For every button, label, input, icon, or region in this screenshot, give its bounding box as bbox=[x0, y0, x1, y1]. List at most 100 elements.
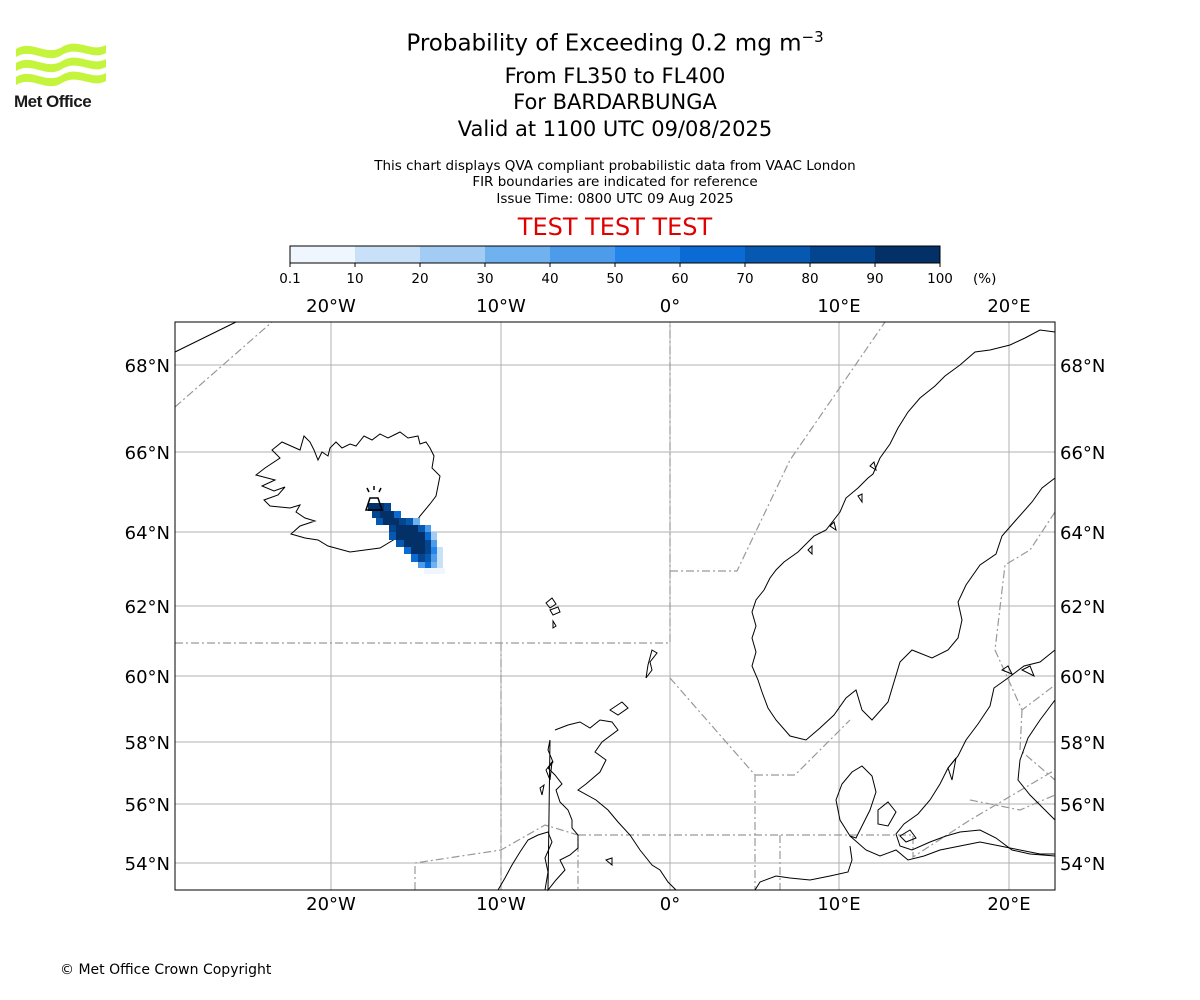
plume-cell bbox=[431, 540, 437, 547]
plume-cell bbox=[411, 532, 418, 540]
small-islands bbox=[807, 461, 1035, 781]
colorbar-segment bbox=[745, 246, 810, 263]
map-frame bbox=[174, 321, 1056, 891]
ireland-coastline bbox=[497, 831, 553, 891]
valid-time: Valid at 1100 UTC 09/08/2025 bbox=[457, 117, 773, 141]
plume-cell bbox=[376, 503, 384, 511]
lon-label-top: 20°E bbox=[987, 296, 1030, 317]
plume-cell bbox=[425, 525, 431, 532]
plume-cell bbox=[437, 547, 443, 554]
lon-label-top: 10°W bbox=[476, 296, 526, 317]
lat-label-right: 64°N bbox=[1060, 523, 1105, 544]
netherlands-coastline bbox=[754, 845, 853, 891]
lat-label-left: 54°N bbox=[125, 854, 170, 875]
germany-poland-coastline bbox=[849, 835, 1055, 861]
plume-cell bbox=[394, 511, 401, 518]
plume-cell bbox=[384, 503, 391, 511]
lon-label-bottom: 20°E bbox=[987, 894, 1030, 915]
plume-cell bbox=[418, 540, 425, 547]
plume-cell bbox=[425, 547, 431, 554]
colorbar-segment bbox=[615, 246, 680, 263]
colorbar-tick-label: 100 bbox=[927, 271, 953, 287]
title-text: Probability of Exceeding 0.2 mg m bbox=[406, 30, 802, 57]
gulf-of-bothnia bbox=[1017, 699, 1056, 821]
colorbar-tick-label: 40 bbox=[541, 271, 558, 287]
colorbar-segment bbox=[290, 246, 355, 263]
plume-cell bbox=[396, 525, 404, 532]
plume-cell bbox=[406, 518, 413, 525]
plume-cell bbox=[425, 540, 431, 547]
plume-cell bbox=[437, 554, 443, 562]
colorbar-segment bbox=[420, 246, 485, 263]
plume-cell bbox=[404, 525, 411, 532]
plume-cell bbox=[425, 532, 431, 540]
colorbar-tick-label: 10 bbox=[346, 271, 363, 287]
test-banner: TEST TEST TEST bbox=[517, 213, 713, 241]
colorbar-tick-label: 90 bbox=[866, 271, 883, 287]
plume-cell bbox=[396, 540, 404, 547]
plume-cell bbox=[425, 554, 431, 562]
plume-cell bbox=[404, 532, 411, 540]
plume-cell bbox=[389, 532, 396, 540]
plume-cell bbox=[380, 511, 387, 518]
colorbar-tick-label: 80 bbox=[801, 271, 818, 287]
colorbar-tick-label: 70 bbox=[736, 271, 753, 287]
lat-label-right: 62°N bbox=[1060, 597, 1105, 618]
colorbar-tick-label: 60 bbox=[671, 271, 688, 287]
plume-cell bbox=[389, 525, 396, 532]
lat-label-right: 56°N bbox=[1060, 795, 1105, 816]
plume-cell bbox=[396, 532, 404, 540]
hebrides bbox=[539, 760, 553, 796]
lon-label-bottom: 20°W bbox=[306, 894, 356, 915]
colorbar-segment bbox=[680, 246, 745, 263]
plume-cell bbox=[391, 518, 399, 525]
lat-label-left: 66°N bbox=[125, 443, 170, 464]
plume-cell bbox=[411, 540, 418, 547]
lon-label-bottom: 0° bbox=[660, 894, 680, 915]
isle-of-man bbox=[604, 857, 613, 867]
plume-cell bbox=[383, 518, 391, 525]
colorbar-segment bbox=[875, 246, 940, 263]
issue-time: Issue Time: 0800 UTC 09 Aug 2025 bbox=[496, 191, 734, 207]
lon-label-top: 10°E bbox=[817, 296, 860, 317]
plume-cell bbox=[404, 547, 411, 554]
copyright-text: © Met Office Crown Copyright bbox=[60, 962, 272, 978]
title-exponent: −3 bbox=[801, 28, 824, 46]
plume-cell bbox=[404, 540, 411, 547]
plume-cell bbox=[411, 547, 418, 554]
graticule bbox=[175, 322, 1055, 890]
plume-cell bbox=[431, 562, 437, 568]
plume-cell bbox=[376, 518, 383, 525]
axis-labels: 20°W 20°W 10°W 10°W 0° 0° 10°E 10°E 20°E 20°E 68°N… bbox=[125, 296, 1106, 915]
plume-cell bbox=[368, 503, 376, 511]
sweden-finland-coastline bbox=[895, 649, 1056, 857]
colorbar-segment bbox=[355, 246, 420, 263]
plume-cell bbox=[387, 511, 394, 518]
chart-title: Probability of Exceeding 0.2 mg m−3 bbox=[0, 28, 1200, 57]
map: 20°W 20°W 10°W 10°W 0° 0° 10°E 10°E 20°E 20°E 68°N… bbox=[125, 296, 1106, 915]
plume-cell bbox=[418, 547, 425, 554]
norway-coastline bbox=[751, 329, 1056, 741]
colorbar-segment bbox=[550, 246, 615, 263]
orkney-islands bbox=[609, 701, 629, 716]
plume-cell bbox=[418, 554, 425, 562]
faroe-islands bbox=[545, 597, 561, 629]
plume-cell bbox=[418, 562, 425, 568]
lon-label-bottom: 10°E bbox=[817, 894, 860, 915]
colorbar-segment bbox=[810, 246, 875, 263]
plume-cell bbox=[437, 562, 443, 568]
volcano-name: For BARDARBUNGA bbox=[513, 90, 717, 114]
colorbar-segment bbox=[485, 246, 550, 263]
scotland-coastline bbox=[547, 719, 677, 892]
plume-cell bbox=[413, 518, 420, 525]
lat-label-right: 68°N bbox=[1060, 356, 1105, 377]
fir-boundaries bbox=[174, 321, 1056, 890]
logo-text: Met Office bbox=[14, 92, 92, 111]
colorbar-tick-label: 0.1 bbox=[280, 271, 301, 287]
lat-label-left: 62°N bbox=[125, 597, 170, 618]
colorbar-tick-label: 50 bbox=[606, 271, 623, 287]
plume-cell bbox=[372, 511, 380, 518]
lat-label-left: 56°N bbox=[125, 795, 170, 816]
colorbar-unit: (%) bbox=[973, 271, 996, 287]
plume-cell bbox=[431, 532, 437, 540]
